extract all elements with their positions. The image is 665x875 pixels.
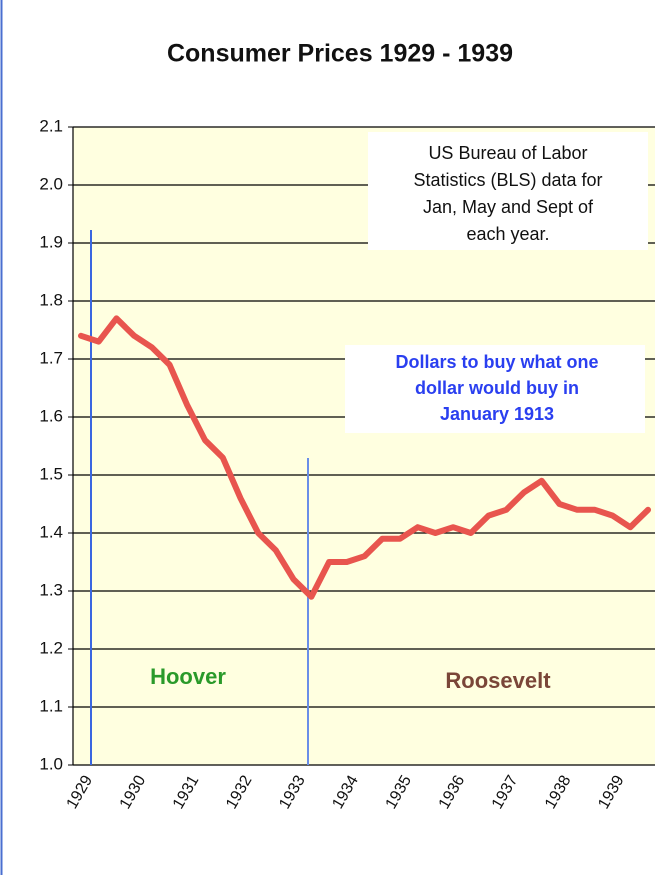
y-tick-label: 1.4 (39, 522, 63, 541)
y-tick-label: 2.0 (39, 174, 63, 193)
y-tick-label: 1.8 (39, 290, 63, 309)
y-tick-label: 1.6 (39, 406, 63, 425)
source-note: each year. (466, 224, 549, 244)
source-note: US Bureau of Labor (428, 143, 587, 163)
unit-note: Dollars to buy what one (395, 352, 598, 372)
y-tick-label: 1.7 (39, 348, 63, 367)
note-box (368, 132, 648, 250)
y-tick-label: 1.3 (39, 580, 63, 599)
unit-note: dollar would buy in (415, 378, 579, 398)
roosevelt-label: Roosevelt (445, 668, 551, 693)
unit-note: January 1913 (440, 404, 554, 424)
series-line (78, 315, 652, 600)
y-tick-label: 2.1 (39, 116, 63, 135)
y-tick-label: 1.0 (39, 754, 63, 773)
source-note: Jan, May and Sept of (423, 197, 594, 217)
hoover-label: Hoover (150, 664, 226, 689)
y-tick-label: 1.1 (39, 696, 63, 715)
y-tick-label: 1.5 (39, 464, 63, 483)
source-note: Statistics (BLS) data for (413, 170, 602, 190)
y-tick-label: 1.2 (39, 638, 63, 657)
unit-box (345, 345, 645, 433)
y-tick-label: 1.9 (39, 232, 63, 251)
chart-title: Consumer Prices 1929 - 1939 (167, 40, 513, 68)
